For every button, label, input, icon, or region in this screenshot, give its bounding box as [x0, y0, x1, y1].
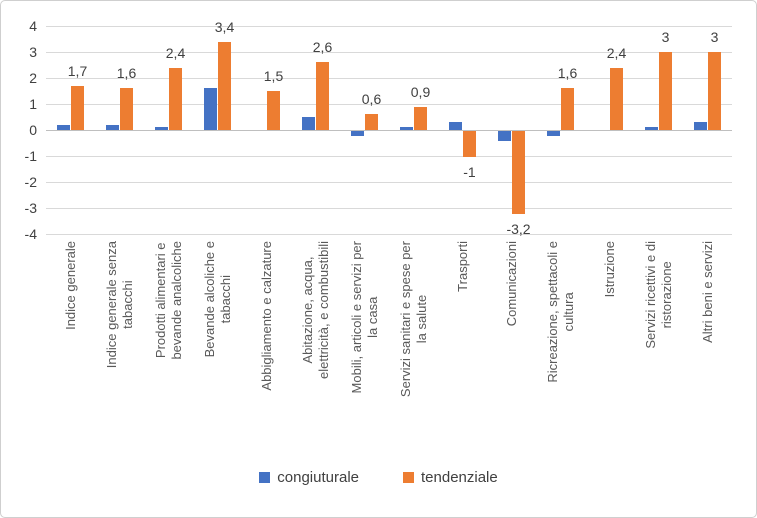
category-label-text: Altri beni e servizi [699, 241, 715, 343]
bar-congiuturale [694, 122, 707, 130]
data-label: 0,6 [361, 91, 382, 108]
data-label: 1,5 [263, 68, 284, 84]
data-label: 3 [710, 29, 719, 45]
x-axis-category-label: Altri beni e servizi [683, 241, 732, 454]
bar-congiuturale [645, 127, 658, 130]
bar-tendenziale [512, 131, 525, 215]
data-label: 1,6 [557, 65, 578, 82]
category-label-text: Servizi sanitari e spese per la salute [398, 241, 429, 398]
bar-tendenziale [316, 62, 329, 130]
gridline [46, 182, 732, 183]
legend-label: tendenziale [421, 469, 498, 486]
bar-tendenziale [267, 91, 280, 130]
data-label: 3 [661, 29, 670, 45]
x-axis-category-label: Istruzione [585, 241, 634, 454]
x-axis-category-label: Prodotti alimentari e bevande analcolich… [144, 241, 193, 454]
bar-tendenziale [169, 67, 182, 130]
data-label: 1,7 [67, 62, 88, 79]
legend-swatch-icon [403, 472, 414, 483]
x-axis-category-label: Servizi ricettivi e di ristorazione [634, 241, 683, 454]
x-axis-category-label: Ricreazione, spettacoli e cultura [536, 241, 585, 454]
y-axis-tick-label: 2 [29, 70, 37, 86]
x-axis-category-label: Indice generale senza tabacchi [95, 241, 144, 454]
y-axis-tick-label: 1 [29, 96, 37, 112]
chart-legend: congiuturale tendenziale [1, 469, 756, 486]
bar-tendenziale [365, 114, 378, 130]
bar-tendenziale [218, 41, 231, 130]
gridline [46, 234, 732, 235]
bar-tendenziale [463, 131, 476, 157]
gridline [46, 52, 732, 53]
category-label-text: Istruzione [601, 241, 617, 298]
bar-tendenziale [610, 67, 623, 130]
x-axis-category-label: Indice generale [46, 241, 95, 454]
category-label-text: Ricreazione, spettacoli e cultura [545, 241, 576, 383]
category-label-text: Abitazione, acqua, elettricità, e combus… [300, 241, 331, 379]
legend-swatch-icon [259, 472, 271, 483]
category-label-text: Prodotti alimentari e bevande analcolich… [153, 241, 184, 360]
y-axis-tick-label: 0 [29, 122, 37, 138]
bar-congiuturale [155, 127, 168, 130]
gridline [46, 78, 732, 79]
category-label-text: Bevande alcoliche e tabacchi [202, 241, 233, 358]
category-label-text: Indice generale senza tabacchi [104, 241, 135, 369]
y-axis-tick-label: -3 [24, 200, 37, 216]
x-axis-category-label: Comunicazioni [487, 241, 536, 454]
data-label: 2,4 [606, 44, 627, 61]
category-label-text: Mobili, articoli e servizi per la casa [349, 241, 380, 394]
legend-item-congiuturale: congiuturale [259, 469, 359, 486]
x-axis-category-label: Abitazione, acqua, elettricità, e combus… [291, 241, 340, 454]
data-label: -1 [463, 164, 476, 180]
data-label: 3,4 [214, 18, 235, 35]
bar-tendenziale [120, 88, 133, 130]
bar-tendenziale [659, 52, 672, 130]
bar-tendenziale [414, 106, 427, 130]
x-axis-category-label: Mobili, articoli e servizi per la casa [340, 241, 389, 454]
bar-congiuturale [498, 131, 511, 142]
y-axis-tick-label: -1 [24, 148, 37, 164]
gridline [46, 208, 732, 209]
bar-congiuturale [351, 131, 364, 137]
bar-tendenziale [71, 85, 84, 130]
gridline [46, 156, 732, 157]
bar-tendenziale [708, 52, 721, 130]
bar-congiuturale [449, 122, 462, 130]
bar-congiuturale [400, 127, 413, 130]
data-label: 2,6 [312, 39, 333, 56]
category-label-text: Servizi ricettivi e di ristorazione [643, 241, 674, 349]
x-axis-line [46, 130, 732, 131]
data-label: 0,9 [410, 83, 431, 100]
data-label: -3,2 [506, 221, 531, 238]
legend-item-tendenziale: tendenziale [403, 469, 498, 486]
y-axis-tick-label: -2 [24, 174, 37, 190]
x-axis-category-label: Trasporti [438, 241, 487, 454]
x-axis-category-label: Abbigliamento e calzature [242, 241, 291, 454]
data-label: 1,6 [116, 65, 137, 82]
category-label-text: Comunicazioni [503, 241, 519, 327]
y-axis-tick-label: -4 [24, 226, 37, 242]
y-axis-tick-label: 4 [29, 18, 37, 34]
x-axis-category-label: Bevande alcoliche e tabacchi [193, 241, 242, 454]
category-label-text: Abbigliamento e calzature [258, 241, 274, 391]
y-axis-tick-label: 3 [29, 44, 37, 60]
category-label-text: Trasporti [454, 241, 470, 292]
data-label: 2,4 [165, 44, 186, 61]
bar-congiuturale [57, 124, 70, 130]
bar-congiuturale [204, 88, 217, 130]
bar-tendenziale [561, 88, 574, 130]
gridline [46, 26, 732, 27]
bar-congiuturale [547, 131, 560, 137]
category-label-text: Indice generale [62, 241, 78, 330]
bar-congiuturale [302, 117, 315, 130]
x-axis-category-label: Servizi sanitari e spese per la salute [389, 241, 438, 454]
bar-congiuturale [106, 124, 119, 130]
gridline [46, 104, 732, 105]
legend-label: congiuturale [277, 469, 359, 486]
